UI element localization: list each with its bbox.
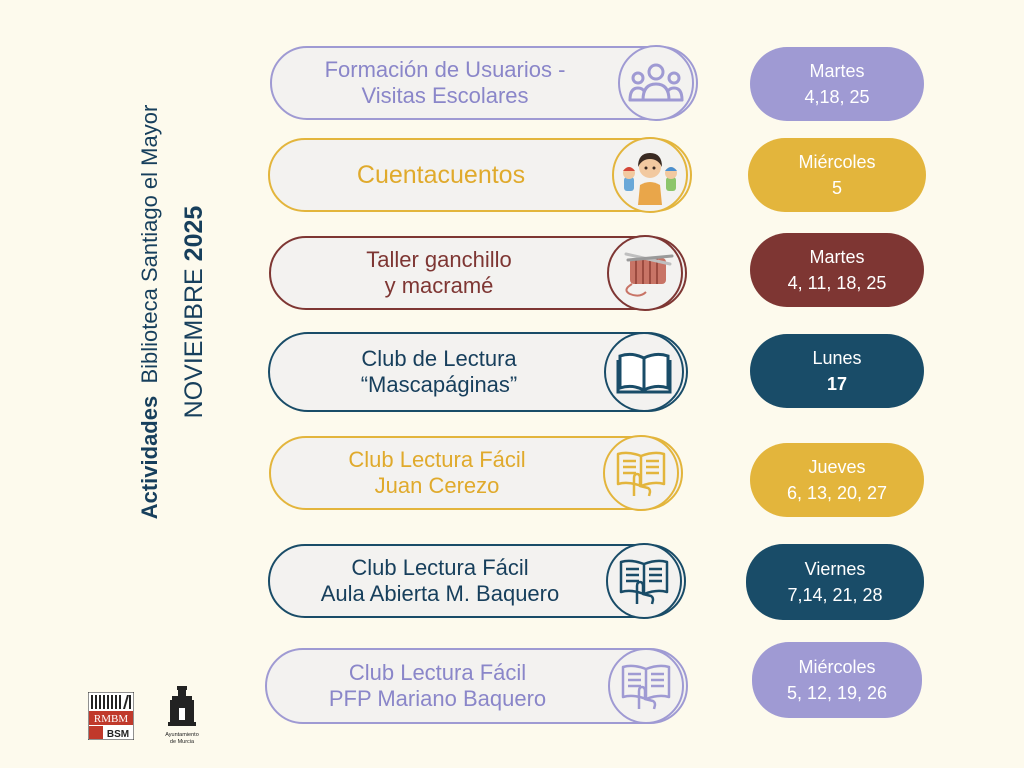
activity-line-2: “Mascapáginas” — [360, 372, 518, 397]
activity-line-1: Club Lectura Fácil — [351, 555, 529, 580]
date-day: Jueves — [808, 457, 866, 477]
title-library: Biblioteca Santiago el Mayor — [137, 104, 162, 384]
date-day: Martes — [809, 61, 865, 81]
group-of-people-icon — [618, 45, 694, 121]
activity-line-2: Visitas Escolares — [361, 83, 529, 108]
date-badge-mascapaginas: Lunes 17 — [750, 334, 924, 408]
activity-lectura-facil-pfp: Club Lectura Fácil PFP Mariano Baquero — [265, 648, 688, 724]
activity-line-1: Taller ganchillo — [366, 247, 512, 272]
open-book-icon — [604, 332, 684, 412]
date-day: Miércoles — [798, 657, 876, 677]
activity-line-1: Formación de Usuarios - — [324, 57, 566, 82]
date-numbers: 6, 13, 20, 27 — [786, 483, 888, 503]
storyteller-puppets-icon — [612, 137, 688, 213]
easy-reading-book-icon — [608, 648, 684, 724]
title-year: 2025 — [180, 205, 208, 262]
activity-line-2: PFP Mariano Baquero — [328, 686, 547, 711]
title-month: NOVIEMBRE — [180, 268, 208, 419]
knitting-yarn-icon — [607, 235, 683, 311]
svg-text:Ayuntamiento: Ayuntamiento — [165, 732, 199, 738]
activity-line-1: Cuentacuentos — [356, 161, 526, 189]
activity-lectura-facil-aula: Club Lectura Fácil Aula Abierta M. Baque… — [268, 543, 686, 619]
activity-line-2: Aula Abierta M. Baquero — [320, 581, 560, 606]
date-day: Miércoles — [798, 152, 876, 172]
activity-label: Club Lectura Fácil Aula Abierta M. Baque… — [284, 546, 596, 616]
date-numbers: 4, 11, 18, 25 — [787, 273, 887, 293]
easy-reading-book-icon — [603, 435, 679, 511]
svg-text:RMBM: RMBM — [94, 713, 128, 725]
activity-line-2: y macramé — [384, 273, 494, 298]
title-line-2: NOVIEMBRE 2025 — [176, 32, 212, 592]
date-badge-formacion: Martes 4,18, 25 — [750, 47, 924, 121]
activity-label: Club Lectura Fácil PFP Mariano Baquero — [281, 650, 594, 722]
activity-line-1: Club Lectura Fácil — [348, 447, 526, 472]
activity-line-1: Club de Lectura — [361, 346, 517, 371]
date-day: Lunes — [812, 348, 862, 368]
date-badge-pfp: Miércoles 5, 12, 19, 26 — [752, 642, 922, 718]
date-numbers: 5, 12, 19, 26 — [786, 683, 888, 703]
activity-formacion-usuarios: Formación de Usuarios - Visitas Escolare… — [270, 45, 698, 121]
activity-label: Formación de Usuarios - Visitas Escolare… — [286, 48, 604, 118]
easy-reading-book-icon — [606, 543, 682, 619]
date-badge-cuentacuentos: Miércoles 5 — [748, 138, 926, 212]
date-day: Viernes — [804, 559, 866, 579]
activity-label: Club Lectura Fácil Juan Cerezo — [285, 438, 589, 508]
activity-club-mascapaginas: Club de Lectura “Mascapáginas” — [268, 332, 688, 412]
date-numbers: 4,18, 25 — [804, 87, 870, 107]
date-numbers: 7,14, 21, 28 — [787, 585, 883, 605]
title-line-1: Actividades Biblioteca Santiago el Mayor — [132, 32, 168, 592]
date-numbers: 5 — [831, 178, 842, 198]
activity-line-1: Club Lectura Fácil — [348, 660, 527, 685]
date-badge-cerezo: Jueves 6, 13, 20, 27 — [750, 443, 924, 517]
activity-label: Taller ganchillo y macramé — [285, 238, 593, 308]
date-numbers: 17 — [826, 374, 848, 394]
activity-lectura-facil-cerezo: Club Lectura Fácil Juan Cerezo — [269, 435, 683, 511]
rmbm-logo: RMBM BSM — [88, 692, 134, 740]
date-badge-taller: Martes 4, 11, 18, 25 — [750, 233, 924, 307]
activity-taller-ganchillo: Taller ganchillo y macramé — [269, 235, 687, 311]
activity-cuentacuentos: Cuentacuentos — [268, 137, 692, 213]
vertical-title: Actividades Biblioteca Santiago el Mayor… — [132, 32, 242, 592]
ayuntamiento-murcia-logo: Ayuntamiento de Murcia — [165, 686, 199, 745]
date-badge-aula: Viernes 7,14, 21, 28 — [746, 544, 924, 620]
svg-text:de Murcia: de Murcia — [170, 739, 195, 745]
activity-line-2: Juan Cerezo — [374, 473, 500, 498]
svg-text:BSM: BSM — [107, 729, 129, 740]
date-day: Martes — [809, 247, 865, 267]
title-activities: Actividades — [137, 395, 162, 520]
activity-label: Club de Lectura “Mascapáginas” — [284, 334, 594, 410]
activity-label: Cuentacuentos — [284, 140, 598, 210]
